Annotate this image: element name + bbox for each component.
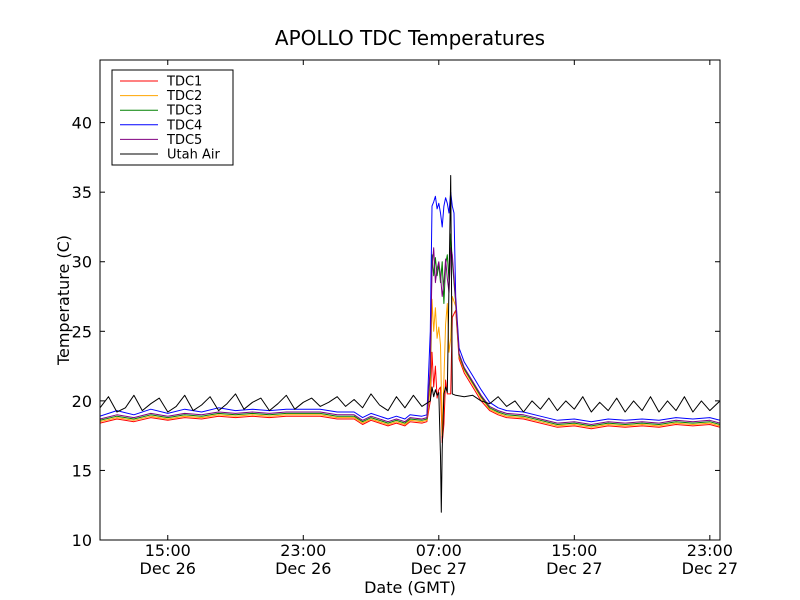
y-axis-title: Temperature (C) — [54, 235, 73, 366]
x-tick-label-date: Dec 27 — [546, 559, 602, 578]
y-tick-label: 30 — [72, 253, 92, 272]
legend-label-tdc4: TDC4 — [166, 118, 202, 133]
series-layer — [100, 175, 720, 513]
x-tick-label-date: Dec 26 — [275, 559, 331, 578]
x-tick-label-time: 15:00 — [551, 541, 597, 560]
y-tick-label: 20 — [72, 392, 92, 411]
legend-label-tdc5: TDC5 — [166, 133, 202, 148]
legend-label-tdc2: TDC2 — [166, 89, 202, 104]
chart-title: APOLLO TDC Temperatures — [275, 26, 545, 50]
series-line-tdc4 — [100, 191, 720, 423]
y-tick-label: 15 — [72, 461, 92, 480]
legend-label-utah-air: Utah Air — [167, 148, 220, 163]
legend-label-tdc1: TDC1 — [166, 75, 202, 90]
series-line-utah-air — [100, 175, 720, 513]
y-tick-label: 35 — [72, 183, 92, 202]
series-line-tdc5 — [100, 247, 720, 425]
x-tick-label-time: 23:00 — [280, 541, 326, 560]
plot-area-frame — [99, 59, 721, 541]
y-tick-label: 40 — [72, 114, 92, 133]
y-tick-label: 25 — [72, 322, 92, 341]
x-tick-label-date: Dec 27 — [411, 559, 467, 578]
series-line-tdc2 — [100, 296, 720, 437]
x-tick-label-time: 07:00 — [416, 541, 462, 560]
legend-box — [111, 69, 234, 166]
x-axis-title: Date (GMT) — [364, 578, 456, 597]
legend-label-tdc3: TDC3 — [166, 104, 202, 119]
x-tick-label-time: 15:00 — [145, 541, 191, 560]
x-tick-label-date: Dec 27 — [682, 559, 738, 578]
y-tick-label: 10 — [72, 531, 92, 550]
x-tick-label-date: Dec 26 — [140, 559, 196, 578]
x-tick-label-time: 23:00 — [687, 541, 733, 560]
